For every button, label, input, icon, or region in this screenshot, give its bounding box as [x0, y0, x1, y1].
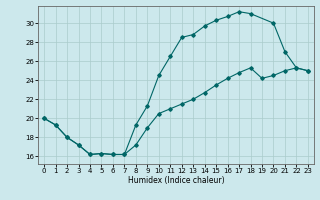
X-axis label: Humidex (Indice chaleur): Humidex (Indice chaleur): [128, 176, 224, 185]
